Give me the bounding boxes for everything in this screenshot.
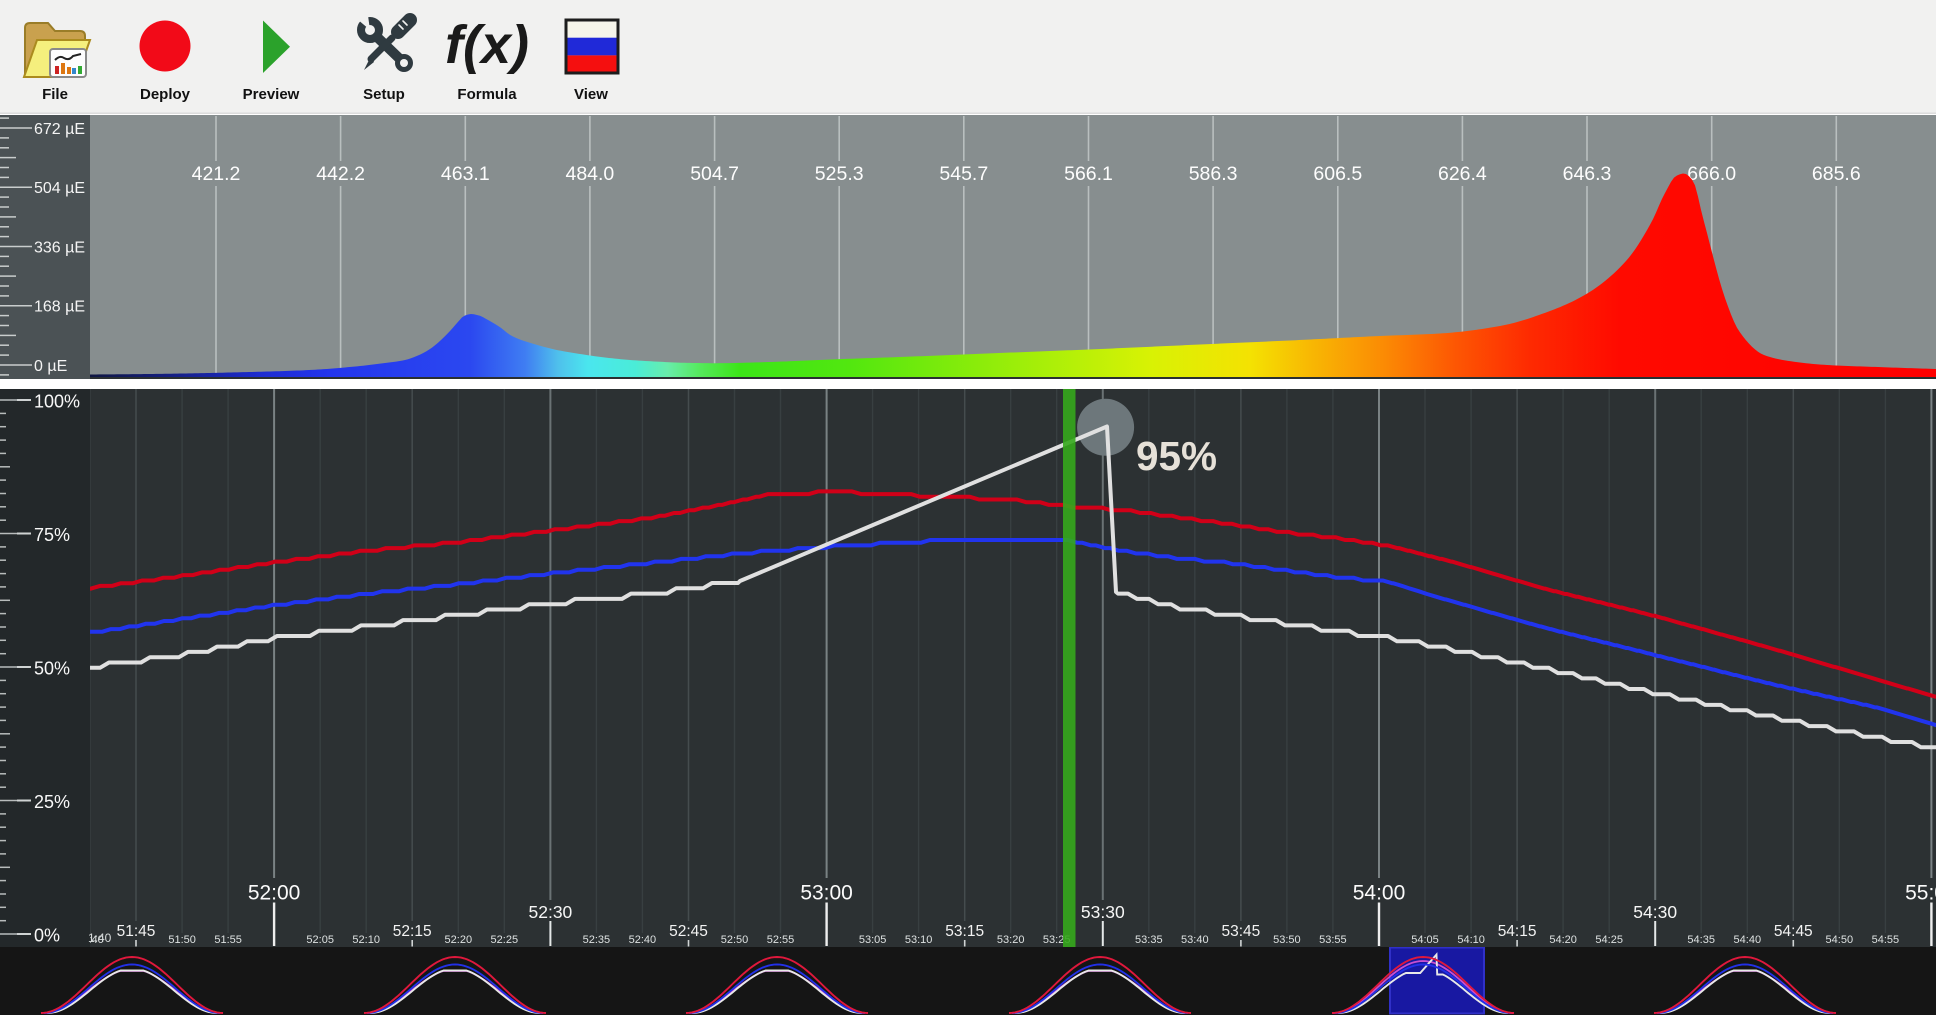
svg-text:52:15: 52:15	[393, 923, 432, 940]
svg-text:525.3: 525.3	[815, 163, 864, 185]
svg-text:54:35: 54:35	[1687, 934, 1715, 946]
svg-text:53:35: 53:35	[1135, 934, 1163, 946]
svg-text:442.2: 442.2	[316, 163, 365, 185]
svg-text:606.5: 606.5	[1313, 163, 1362, 185]
svg-text:504.7: 504.7	[690, 163, 739, 185]
svg-text:Preview: Preview	[243, 86, 300, 103]
svg-text:336 µE: 336 µE	[34, 240, 85, 257]
svg-text:54:15: 54:15	[1498, 923, 1537, 940]
svg-text:0 µE: 0 µE	[34, 358, 67, 375]
svg-text:52:50: 52:50	[721, 934, 749, 946]
svg-text:52:30: 52:30	[529, 902, 573, 922]
svg-text:54:00: 54:00	[1353, 882, 1406, 905]
svg-text:53:40: 53:40	[1181, 934, 1209, 946]
svg-text:53:15: 53:15	[945, 923, 984, 940]
svg-text:54:10: 54:10	[1457, 934, 1485, 946]
svg-text:54:30: 54:30	[1633, 902, 1677, 922]
svg-text:51:55: 51:55	[214, 934, 242, 946]
svg-text:484.0: 484.0	[565, 163, 614, 185]
svg-text:Deploy: Deploy	[140, 86, 191, 103]
svg-text:File: File	[42, 86, 68, 103]
svg-text:53:10: 53:10	[905, 934, 933, 946]
svg-text:55:00: 55:00	[1905, 882, 1936, 905]
svg-text:52:40: 52:40	[629, 934, 657, 946]
svg-text:53:45: 53:45	[1222, 923, 1261, 940]
svg-text:672 µE: 672 µE	[34, 121, 85, 138]
svg-text:View: View	[574, 86, 608, 103]
svg-text:586.3: 586.3	[1189, 163, 1238, 185]
svg-text:25%: 25%	[34, 792, 70, 812]
svg-text:463.1: 463.1	[441, 163, 490, 185]
svg-text:54:05: 54:05	[1411, 934, 1439, 946]
svg-text:53:05: 53:05	[859, 934, 887, 946]
svg-text:53:30: 53:30	[1081, 902, 1125, 922]
svg-text:52:35: 52:35	[583, 934, 611, 946]
svg-text:646.3: 646.3	[1563, 163, 1612, 185]
svg-text:53:00: 53:00	[800, 882, 853, 905]
svg-text:54:40: 54:40	[1734, 934, 1762, 946]
svg-text:52:10: 52:10	[352, 934, 380, 946]
svg-text:53:50: 53:50	[1273, 934, 1301, 946]
svg-text:54:45: 54:45	[1774, 923, 1813, 940]
svg-text:54:50: 54:50	[1826, 934, 1854, 946]
svg-text:52:00: 52:00	[248, 882, 301, 905]
svg-text:f(x): f(x)	[445, 15, 529, 75]
svg-text:168 µE: 168 µE	[34, 299, 85, 316]
svg-text:95%: 95%	[1136, 433, 1217, 479]
svg-text:53:55: 53:55	[1319, 934, 1347, 946]
svg-text:51:50: 51:50	[168, 934, 196, 946]
svg-text:0%: 0%	[34, 926, 60, 946]
svg-text:53:20: 53:20	[997, 934, 1025, 946]
svg-text:75%: 75%	[34, 525, 70, 545]
svg-text:Setup: Setup	[363, 86, 405, 103]
svg-text:504 µE: 504 µE	[34, 180, 85, 197]
svg-text:51:45: 51:45	[117, 923, 156, 940]
svg-text:52:20: 52:20	[445, 934, 473, 946]
svg-text:1:40: 1:40	[88, 931, 112, 945]
svg-text:421.2: 421.2	[192, 163, 241, 185]
svg-text:54:20: 54:20	[1549, 934, 1577, 946]
svg-text:52:45: 52:45	[669, 923, 708, 940]
svg-text:52:05: 52:05	[306, 934, 334, 946]
svg-text:100%: 100%	[34, 392, 80, 412]
svg-text:54:55: 54:55	[1872, 934, 1900, 946]
svg-text:626.4: 626.4	[1438, 163, 1487, 185]
svg-text:50%: 50%	[34, 659, 70, 679]
svg-text:Formula: Formula	[457, 86, 517, 103]
svg-text:685.6: 685.6	[1812, 163, 1861, 185]
svg-text:545.7: 545.7	[939, 163, 988, 185]
svg-text:54:25: 54:25	[1595, 934, 1623, 946]
svg-text:52:25: 52:25	[491, 934, 519, 946]
svg-text:666.0: 666.0	[1687, 163, 1736, 185]
svg-text:566.1: 566.1	[1064, 163, 1113, 185]
svg-text:52:55: 52:55	[767, 934, 795, 946]
